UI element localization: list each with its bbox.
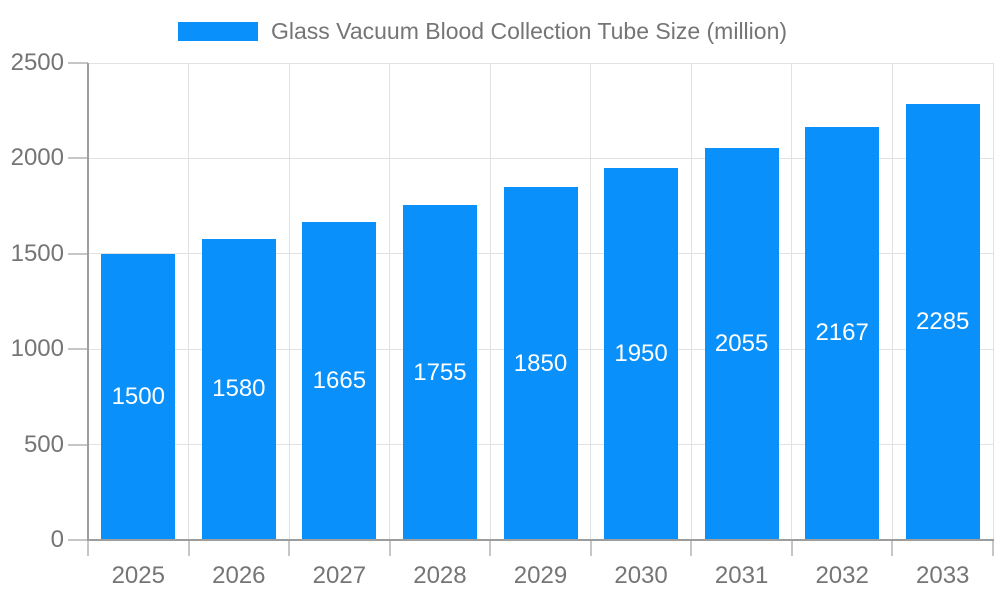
x-axis-category-label: 2032 — [815, 562, 869, 589]
legend-item[interactable]: Glass Vacuum Blood Collection Tube Size … — [178, 19, 787, 43]
y-axis-tick-label: 500 — [23, 430, 64, 458]
bar-value-label: 2285 — [916, 308, 970, 335]
x-axis-category-label: 2028 — [413, 562, 467, 589]
x-axis-line — [87, 539, 994, 541]
gridline-horizontal — [88, 62, 993, 64]
y-axis-tick-label: 2000 — [10, 144, 64, 172]
x-axis-category-label: 2027 — [312, 562, 367, 589]
y-axis-tick-label: 1000 — [10, 335, 64, 363]
bar-value-label: 1950 — [614, 339, 668, 367]
gridline-vertical — [791, 63, 793, 540]
bar[interactable] — [604, 167, 679, 539]
bar[interactable] — [402, 205, 477, 539]
y-axis-tick-label: 0 — [50, 526, 64, 553]
y-axis-tick — [68, 539, 88, 541]
x-axis-category-label: 2033 — [916, 562, 970, 589]
bar-value-label: 1755 — [413, 358, 467, 386]
x-axis-tick — [388, 540, 391, 556]
gridline-vertical — [288, 63, 290, 540]
gridline-vertical — [489, 63, 491, 540]
gridline-horizontal — [88, 157, 993, 159]
x-axis-tick — [790, 540, 793, 556]
bar[interactable] — [805, 126, 880, 539]
bar[interactable] — [704, 147, 779, 539]
gridline-vertical — [389, 63, 391, 540]
x-axis-tick — [992, 540, 994, 556]
y-axis-tick-label: 1500 — [10, 239, 64, 267]
gridline-vertical — [992, 63, 994, 540]
x-axis-tick — [489, 540, 492, 556]
x-axis-tick — [891, 540, 894, 556]
y-axis-tick — [68, 443, 88, 446]
x-axis-tick — [589, 540, 592, 556]
bar[interactable] — [302, 222, 377, 539]
x-axis-category-label: 2026 — [212, 562, 266, 589]
legend-swatch-icon — [178, 21, 258, 41]
x-axis-category-label: 2025 — [111, 562, 165, 589]
legend-label: Glass Vacuum Blood Collection Tube Size … — [271, 18, 788, 44]
y-axis-tick — [68, 252, 88, 255]
bar-value-label: 1850 — [513, 349, 568, 377]
y-axis-tick — [68, 348, 88, 351]
y-axis-line — [87, 63, 89, 541]
gridline-vertical — [590, 63, 592, 540]
bar[interactable] — [201, 238, 276, 539]
x-axis-tick — [187, 540, 190, 556]
bar-value-label: 1500 — [111, 382, 165, 410]
y-axis-tick — [68, 62, 88, 64]
y-axis-tick — [68, 157, 88, 160]
gridline-vertical — [891, 63, 893, 540]
x-axis-category-label: 2029 — [513, 562, 568, 589]
x-axis-tick — [288, 540, 291, 556]
x-axis-category-label: 2030 — [614, 562, 668, 589]
bar-value-label: 2055 — [714, 329, 769, 357]
gridline-vertical — [690, 63, 692, 540]
bar-value-label: 1580 — [212, 375, 266, 403]
gridline-vertical — [188, 63, 190, 540]
x-axis-tick — [690, 540, 693, 556]
bar[interactable] — [503, 187, 578, 539]
y-axis-tick-label: 2500 — [10, 49, 64, 76]
bar-value-label: 2167 — [815, 319, 869, 347]
x-axis-category-label: 2031 — [714, 562, 769, 589]
x-axis-tick — [87, 540, 89, 556]
bar[interactable] — [905, 104, 980, 539]
bar[interactable] — [101, 253, 176, 539]
bar-value-label: 1665 — [312, 367, 367, 395]
